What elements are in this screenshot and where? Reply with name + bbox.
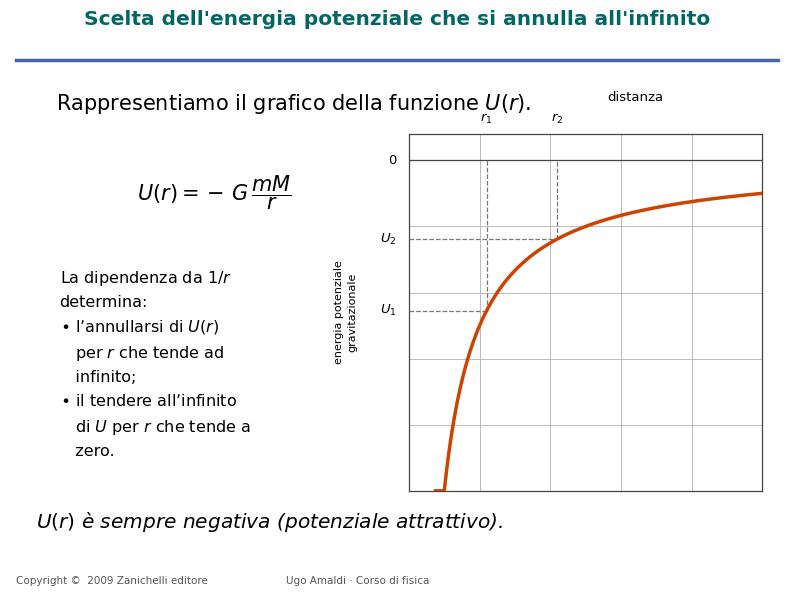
Text: 0: 0 bbox=[388, 154, 396, 167]
Text: Rappresentiamo il grafico della funzione $U(r)$.: Rappresentiamo il grafico della funzione… bbox=[56, 92, 531, 116]
Text: Scelta dell'energia potenziale che si annulla all'infinito: Scelta dell'energia potenziale che si an… bbox=[84, 10, 710, 29]
Text: $U(r) = -\,G\,\dfrac{mM}{r}$: $U(r) = -\,G\,\dfrac{mM}{r}$ bbox=[137, 174, 291, 212]
Text: $U_2$: $U_2$ bbox=[380, 231, 396, 246]
Text: $r_1$: $r_1$ bbox=[480, 111, 493, 126]
Text: $U(r)$ è sempre negativa (potenziale attrattivo).: $U(r)$ è sempre negativa (potenziale att… bbox=[36, 511, 503, 534]
Text: Ugo Amaldi · Corso di fisica: Ugo Amaldi · Corso di fisica bbox=[286, 575, 429, 585]
Text: $r_2$: $r_2$ bbox=[551, 111, 564, 126]
Text: $U_1$: $U_1$ bbox=[380, 303, 396, 318]
Text: ZANICHELLI: ZANICHELLI bbox=[634, 556, 752, 575]
Text: La dipendenza da 1/$r$
determina:
$\bullet$ l’annullarsi di $U(r)$
   per $r$ ch: La dipendenza da 1/$r$ determina: $\bull… bbox=[60, 268, 250, 459]
Text: energia potenziale
gravitazionale: energia potenziale gravitazionale bbox=[333, 261, 357, 364]
Text: distanza: distanza bbox=[607, 91, 663, 104]
Text: Copyright ©  2009 Zanichelli editore: Copyright © 2009 Zanichelli editore bbox=[16, 575, 208, 585]
